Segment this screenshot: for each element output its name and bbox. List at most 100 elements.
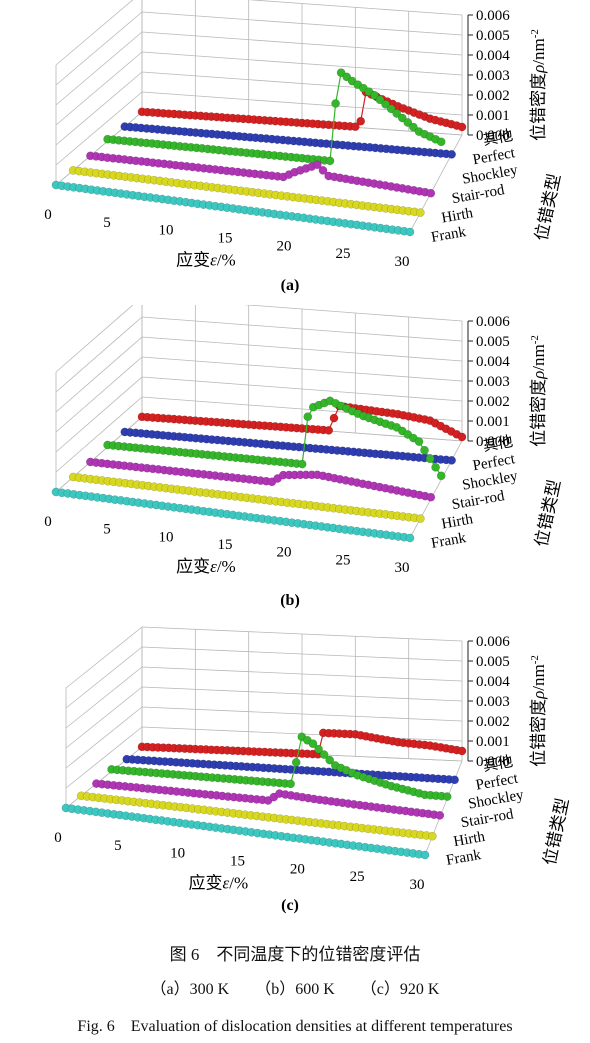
y-tick-label: 0.002 bbox=[476, 394, 510, 410]
x-tick-label: 10 bbox=[159, 529, 174, 545]
data-point bbox=[350, 122, 360, 132]
data-point bbox=[409, 122, 418, 132]
side-wall-gridline bbox=[55, 91, 143, 166]
y-tick-label: 0.006 bbox=[476, 314, 510, 330]
chart-c-svg: 0.000 0.001 0.002 0.003 0.004 0.005 0.006 位错密度ρ… bbox=[54, 626, 573, 914]
subcaption-c: （c）920 K bbox=[360, 981, 440, 998]
data-point bbox=[325, 755, 335, 765]
y-tick-label: 0.001 bbox=[476, 414, 510, 430]
data-point bbox=[426, 188, 436, 198]
x-tick-label: 15 bbox=[218, 537, 233, 553]
data-point bbox=[414, 437, 424, 446]
y-axis-title: 位错密度ρ/nm-2 bbox=[529, 29, 548, 141]
x-tick-label: 15 bbox=[218, 231, 233, 247]
category-label: Frank bbox=[445, 847, 483, 869]
data-point bbox=[308, 739, 318, 749]
y-tick-label: 0.005 bbox=[476, 654, 510, 670]
y-tick-label: 0.004 bbox=[476, 354, 510, 370]
side-wall-gridline bbox=[55, 11, 143, 86]
category-label: Hirth bbox=[452, 829, 486, 850]
category-label: Frank bbox=[430, 224, 468, 246]
data-point bbox=[297, 459, 307, 469]
y-tick-label: 0.006 bbox=[476, 8, 510, 24]
side-wall-gridline bbox=[55, 31, 143, 106]
y-tick-label: 0.006 bbox=[476, 634, 510, 650]
y-tick-label: 0.003 bbox=[476, 694, 510, 710]
data-point bbox=[416, 514, 425, 523]
category-label: Hirth bbox=[440, 205, 474, 226]
category-label: Stair-rod bbox=[451, 488, 506, 513]
category-label: 其他 bbox=[482, 433, 515, 455]
figure-caption-en: Fig. 6 Evaluation of dislocation densiti… bbox=[77, 1018, 513, 1035]
data-point bbox=[425, 454, 435, 464]
data-point bbox=[457, 122, 467, 132]
data-point bbox=[356, 116, 366, 126]
panel-label: (c) bbox=[281, 897, 299, 914]
x-tick-label: 5 bbox=[103, 522, 111, 538]
y-tick-label: 0.000 bbox=[476, 128, 510, 144]
x-tick-label: 0 bbox=[44, 514, 52, 530]
category-label: Hirth bbox=[440, 511, 474, 532]
side-wall-gridline bbox=[65, 626, 143, 689]
z-axis-title: 位错类型 bbox=[532, 478, 565, 548]
category-label: Perfect bbox=[472, 145, 517, 168]
data-point bbox=[386, 104, 396, 114]
subcaption-a: （a）300 K bbox=[150, 981, 230, 998]
data-point bbox=[405, 227, 415, 237]
y-tick-label: 0.005 bbox=[476, 334, 510, 350]
x-tick-label: 25 bbox=[350, 869, 365, 885]
y-tick-label: 0.002 bbox=[476, 714, 510, 730]
chart-b-svg: 0.000 0.001 0.002 0.003 0.004 0.005 0.006 位错密度ρ… bbox=[44, 296, 565, 609]
data-point bbox=[436, 471, 446, 481]
y-tick-label: 0.003 bbox=[476, 374, 510, 390]
y-tick-label: 0.001 bbox=[476, 108, 510, 124]
category-label: Stair-rod bbox=[460, 806, 515, 831]
data-point bbox=[381, 100, 390, 109]
data-point bbox=[319, 750, 329, 759]
data-point bbox=[314, 744, 323, 754]
y-axis-title: 位错密度ρ/nm-2 bbox=[529, 655, 548, 767]
data-point bbox=[392, 109, 402, 118]
panel-label: (a) bbox=[281, 277, 300, 294]
data-point bbox=[457, 746, 467, 756]
side-wall-gridline bbox=[55, 71, 143, 146]
side-wall-gridline bbox=[55, 376, 143, 453]
x-tick-label: 10 bbox=[159, 223, 174, 239]
side-wall-gridline bbox=[55, 336, 143, 413]
z-axis-title: 位错类型 bbox=[540, 796, 573, 866]
data-point bbox=[405, 533, 415, 543]
data-point bbox=[436, 137, 446, 147]
subcaption-b: （b）600 K bbox=[255, 981, 335, 998]
data-point bbox=[420, 445, 429, 455]
x-axis-title: 应变ε/% bbox=[189, 874, 249, 893]
data-point bbox=[457, 432, 467, 442]
x-tick-label: 20 bbox=[277, 545, 292, 561]
y-tick-label: 0.005 bbox=[476, 28, 510, 44]
x-tick-label: 0 bbox=[54, 830, 62, 846]
data-point bbox=[291, 758, 301, 767]
x-tick-label: 5 bbox=[114, 838, 122, 854]
figure-caption-cn: 图 6 不同温度下的位错密度评估 bbox=[169, 945, 421, 964]
data-point bbox=[312, 160, 322, 170]
data-point bbox=[428, 831, 437, 841]
y-tick-label: 0.002 bbox=[476, 88, 510, 104]
side-wall-gridline bbox=[65, 706, 143, 769]
y-tick-label: 0.001 bbox=[476, 734, 510, 750]
category-label: 其他 bbox=[482, 127, 515, 149]
side-wall-gridline bbox=[55, 51, 143, 126]
data-point bbox=[447, 456, 456, 465]
side-wall-gridline bbox=[65, 726, 143, 789]
data-point bbox=[420, 850, 430, 860]
data-point bbox=[416, 208, 425, 217]
data-point bbox=[375, 95, 385, 105]
side-wall-gridline bbox=[55, 356, 143, 433]
x-tick-label: 30 bbox=[395, 560, 410, 576]
y-tick-label: 0.004 bbox=[476, 48, 510, 64]
data-point bbox=[324, 426, 334, 435]
y-tick-label: 0.000 bbox=[476, 434, 510, 450]
data-point bbox=[426, 492, 436, 502]
data-point bbox=[331, 99, 340, 108]
data-point bbox=[318, 166, 328, 175]
data-point bbox=[336, 68, 346, 78]
data-point bbox=[447, 150, 456, 159]
